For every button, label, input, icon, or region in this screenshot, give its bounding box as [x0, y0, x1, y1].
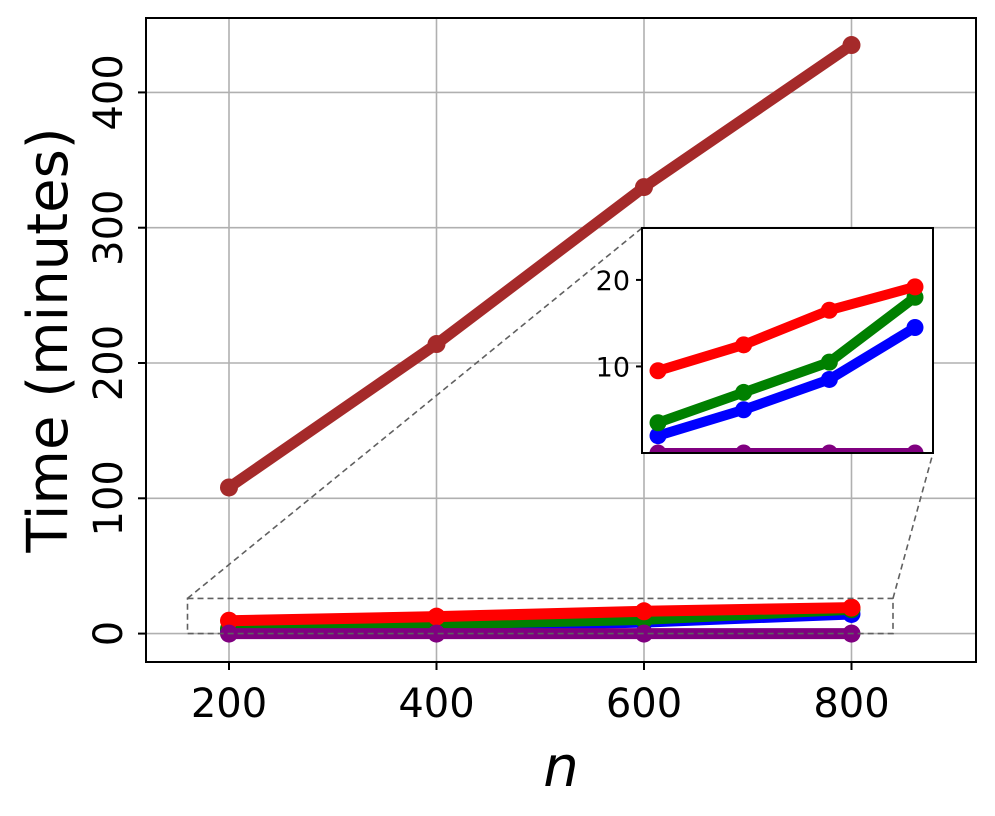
x-tick-label: 400 — [398, 681, 474, 727]
series-4-point — [635, 624, 653, 643]
inset-series-2-point — [820, 353, 838, 371]
inset-series-2-line — [653, 292, 920, 428]
series-0-point — [220, 478, 238, 497]
series-4-point — [427, 624, 446, 643]
inset-series-1-point — [649, 427, 667, 445]
inset-series-3-point — [735, 336, 753, 354]
series-0 — [220, 36, 861, 497]
x-tick-label: 200 — [191, 681, 267, 727]
x-tick-label: 600 — [606, 681, 682, 727]
zoom-indicator — [186, 227, 934, 635]
inset-series-2-point — [735, 383, 753, 401]
x-tick-label: 800 — [813, 681, 889, 727]
zoom-connector — [186, 227, 643, 600]
y-tick-label: 200 — [86, 325, 132, 401]
inset-series-4-point — [906, 444, 924, 453]
inset-series-4 — [649, 444, 924, 453]
inset-series-1-point — [906, 319, 924, 337]
y-tick-label: 100 — [86, 460, 132, 536]
inset-series-3-line — [653, 281, 920, 376]
inset-chart: 10 20 — [596, 227, 934, 454]
plot-frame — [145, 17, 977, 663]
inset-series-1-line — [653, 322, 920, 441]
zoom-region-box — [186, 597, 894, 635]
y-axis-label: Time (minutes) — [16, 127, 81, 553]
inset-series-4-point — [820, 444, 838, 453]
series-0-point — [427, 335, 446, 354]
inset-series-3-point — [820, 301, 838, 319]
inset-series-2-point — [649, 414, 667, 432]
inset-series-1 — [649, 319, 924, 445]
y-tick-label: 400 — [86, 54, 132, 130]
main-ticks: 200 400 600 800 0 100 200 300 400 — [86, 54, 890, 727]
inset-frame — [641, 227, 934, 454]
series-0-point — [842, 36, 861, 55]
series-3-point — [220, 611, 238, 630]
series-3-point — [635, 602, 653, 621]
main-series — [220, 36, 861, 643]
inset-series-3 — [649, 278, 924, 380]
series-3-point — [842, 598, 861, 617]
inset-y-tick-label: 10 — [596, 352, 630, 383]
inset-series — [649, 278, 924, 453]
inset-series-3-point — [649, 362, 667, 380]
inset-series-4-point — [649, 444, 667, 453]
series-0-point — [635, 178, 653, 197]
inset-series-3-point — [906, 278, 924, 296]
series-3 — [220, 598, 861, 630]
series-0-line — [223, 39, 857, 493]
inset-series-1-point — [735, 401, 753, 419]
inset-series-4-point — [735, 444, 753, 453]
series-3-line — [223, 602, 857, 627]
x-axis-label: n — [543, 735, 579, 800]
y-tick-label: 0 — [86, 621, 132, 646]
series-3-point — [427, 607, 446, 626]
inset-y-tick-label: 20 — [596, 266, 630, 297]
y-tick-label: 300 — [86, 190, 132, 266]
inset-series-1-point — [820, 370, 838, 388]
zoom-connector — [892, 452, 934, 599]
